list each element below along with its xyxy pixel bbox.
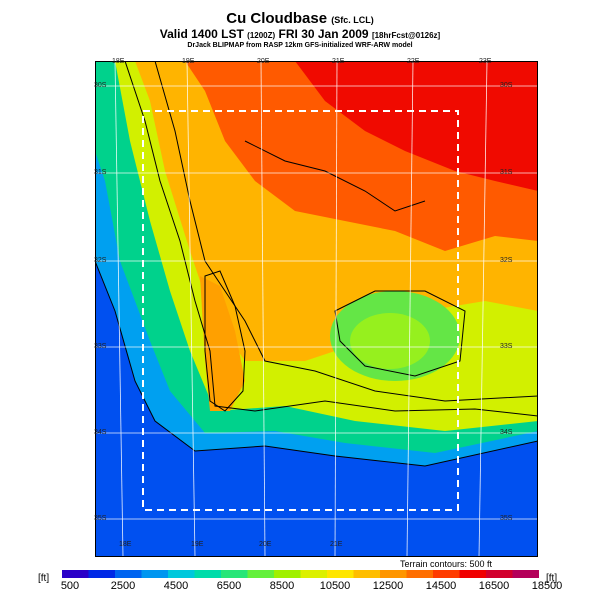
colorbar-tick-label: 4500: [163, 580, 189, 592]
title-text: Cu Cloudbase: [226, 10, 328, 27]
colorbar-swatch: [194, 570, 222, 578]
valid-code: (1200Z): [247, 31, 276, 40]
lon-label-bottom-19e: 19E: [191, 541, 204, 548]
lon-label-top-18e: 18E: [112, 58, 125, 65]
meridian-18e: [114, 61, 124, 557]
colorbar-swatch: [512, 570, 539, 578]
cloudbase-map: 18E 19E 20E 21E 22E 23E 18E 19E 20E 21E …: [94, 58, 538, 557]
interior-maximum-fill: [295, 61, 538, 191]
lat-label-right-33s: 33S: [500, 343, 513, 350]
colorbar-swatch: [380, 570, 407, 578]
colorbar-tick-label: 500: [60, 580, 80, 592]
colorbar-swatch: [221, 570, 248, 578]
colorbar-tick-label: 12500: [372, 580, 404, 592]
colorbar-swatch: [62, 570, 89, 578]
basin-light-green-fill: [350, 313, 430, 369]
title-suffix: (Sfc. LCL): [331, 15, 374, 25]
lat-label-right-34s: 34S: [500, 429, 513, 436]
lat-label-right-31s: 31S: [500, 169, 513, 176]
valid-date: FRI 30 Jan 2009: [278, 27, 369, 41]
colorbar-swatch: [486, 570, 513, 578]
lon-label-top-21e: 21E: [332, 58, 345, 65]
colorbar-swatch: [247, 570, 275, 578]
coastline-contour: [95, 260, 538, 467]
lat-label-left-33s: 33S: [94, 343, 107, 350]
colorbar-tick-label: 16500: [478, 580, 510, 592]
lat-label-left-35s: 35S: [94, 515, 107, 522]
lat-label-right-35s: 35S: [500, 515, 513, 522]
lat-label-left-32s: 32S: [94, 257, 107, 264]
terrain-contour-2: [154, 61, 538, 402]
map-border: [95, 61, 538, 557]
colorbar-swatch: [406, 570, 434, 578]
terrain-contour-5: [244, 140, 426, 212]
valid-label: Valid 1400 LST: [159, 27, 244, 41]
lon-label-bottom-18e: 18E: [119, 541, 132, 548]
colorbar-swatch: [168, 570, 195, 578]
colorbar-tick-label: 2500: [110, 580, 136, 592]
lat-label-left-34s: 34S: [94, 429, 107, 436]
ridge-orange-fill: [200, 276, 245, 411]
inner-domain-box: [142, 110, 459, 511]
lat-label-left-31s: 31S: [94, 169, 107, 176]
meridian-21e: [334, 61, 338, 557]
colorbar-swatch: [300, 570, 328, 578]
terrain-contour-1: [124, 61, 538, 417]
lat-label-right-30s: 30S: [500, 82, 513, 89]
valid-time: Valid 1400 LST (1200Z) FRI 30 Jan 2009 […: [0, 27, 600, 41]
colorbar-swatch: [141, 570, 169, 578]
colorbar-swatch: [459, 570, 487, 578]
colorbar: [62, 570, 539, 578]
colorbar-swatch: [433, 570, 460, 578]
colorbar-swatch: [274, 570, 301, 578]
lat-label-left-30s: 30S: [94, 82, 107, 89]
colorbar-swatch: [327, 570, 354, 578]
colorbar-tick-label: 14500: [425, 580, 457, 592]
terrain-contour-4: [334, 290, 466, 377]
chart-title: Cu Cloudbase (Sfc. LCL): [0, 10, 600, 27]
meridian-20e: [260, 61, 266, 557]
terrain-contour-3: [204, 270, 246, 412]
model-credit: DrJack BLIPMAP from RASP 12km GFS-initia…: [187, 42, 413, 49]
colorbar-unit-left: [ft]: [38, 573, 50, 584]
lon-label-top-20e: 20E: [257, 58, 270, 65]
valid-forecast: [18hrFcst@0126z]: [371, 31, 441, 40]
colorbar-tick-label: 6500: [216, 580, 242, 592]
colorbar-tick-label: 10500: [319, 580, 351, 592]
meridian-22e: [406, 61, 414, 557]
colorbar-swatch: [88, 570, 116, 578]
colorbar-swatch: [353, 570, 381, 578]
meridian-23e: [478, 61, 488, 557]
map-canvas: [95, 61, 538, 557]
lon-label-top-19e: 19E: [182, 58, 195, 65]
lon-label-top-22e: 22E: [407, 58, 420, 65]
lon-label-bottom-20e: 20E: [259, 541, 272, 548]
colorbar-unit-right: [ft]: [546, 573, 558, 584]
meridian-19e: [186, 61, 196, 557]
lon-label-bottom-21e: 21E: [330, 541, 343, 548]
colorbar-swatch: [115, 570, 142, 578]
lat-label-right-32s: 32S: [500, 257, 513, 264]
terrain-contour-note: Terrain contours: 500 ft: [400, 559, 493, 569]
colorbar-tick-label: 18500: [531, 580, 563, 592]
colorbar-tick-label: 8500: [269, 580, 295, 592]
lon-label-top-23e: 23E: [479, 58, 492, 65]
